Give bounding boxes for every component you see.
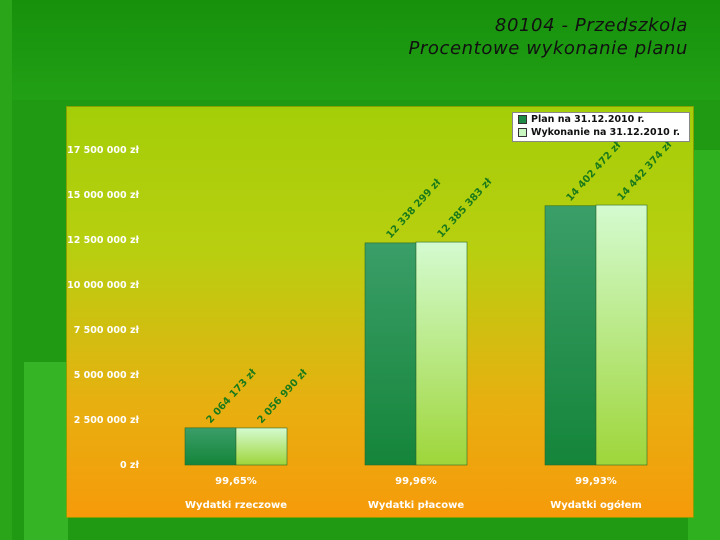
value-label-2-0: 14 402 472 zł <box>565 140 624 204</box>
value-label-0-0: 2 064 173 zł <box>205 367 259 426</box>
slide-title-line-1: 80104 - Przedszkola <box>494 15 688 36</box>
legend-item-plan: Plan na 31.12.2010 r. <box>513 113 689 126</box>
y-tick-label-6: 15 000 000 zł <box>67 190 139 201</box>
y-tick-label-1: 2 500 000 zł <box>74 415 140 426</box>
category-label-2: Wydatki ogółem <box>550 499 642 511</box>
percent-label-0: 99,65% <box>215 476 257 487</box>
chart-legend: Plan na 31.12.2010 r. Wykonanie na 31.12… <box>512 112 690 142</box>
legend-label-plan: Plan na 31.12.2010 r. <box>531 114 645 125</box>
bar-2-0 <box>544 205 597 466</box>
y-tick-label-3: 7 500 000 zł <box>74 325 140 336</box>
value-label-1-0: 12 338 299 zł <box>385 177 444 241</box>
percent-label-1: 99,96% <box>395 476 437 487</box>
y-tick-label-4: 10 000 000 zł <box>67 280 139 291</box>
legend-label-wykonanie: Wykonanie na 31.12.2010 r. <box>531 127 681 138</box>
value-label-0-1: 2 056 990 zł <box>256 367 310 426</box>
y-tick-label-7: 17 500 000 zł <box>67 145 139 156</box>
value-label-1-1: 12 385 383 zł <box>436 176 495 240</box>
category-label-0: Wydatki rzeczowe <box>185 500 287 511</box>
bar-1-0 <box>364 242 417 466</box>
y-tick-label-2: 5 000 000 zł <box>74 370 140 381</box>
category-label-1: Wydatki płacowe <box>368 500 464 511</box>
slide-title-line-2: Procentowe wykonanie planu <box>408 38 688 59</box>
legend-swatch-wykonanie <box>518 128 527 137</box>
value-label-2-1: 14 442 374 zł <box>616 139 675 203</box>
bar-0-1 <box>235 427 288 466</box>
legend-swatch-plan <box>518 115 527 124</box>
slide-left-stripe <box>0 0 12 540</box>
y-tick-label-5: 12 500 000 zł <box>67 235 139 246</box>
slide-title: 80104 - Przedszkola Procentowe wykonanie… <box>408 14 688 60</box>
bar-0-0 <box>184 427 237 466</box>
percent-label-2: 99,93% <box>575 476 617 487</box>
bar-1-1 <box>415 241 468 466</box>
legend-item-wykonanie: Wykonanie na 31.12.2010 r. <box>513 126 689 139</box>
y-tick-label-0: 0 zł <box>120 460 139 471</box>
slide-left-block <box>24 362 68 540</box>
slide-top-band <box>0 0 720 100</box>
bar-2-1 <box>595 204 648 466</box>
